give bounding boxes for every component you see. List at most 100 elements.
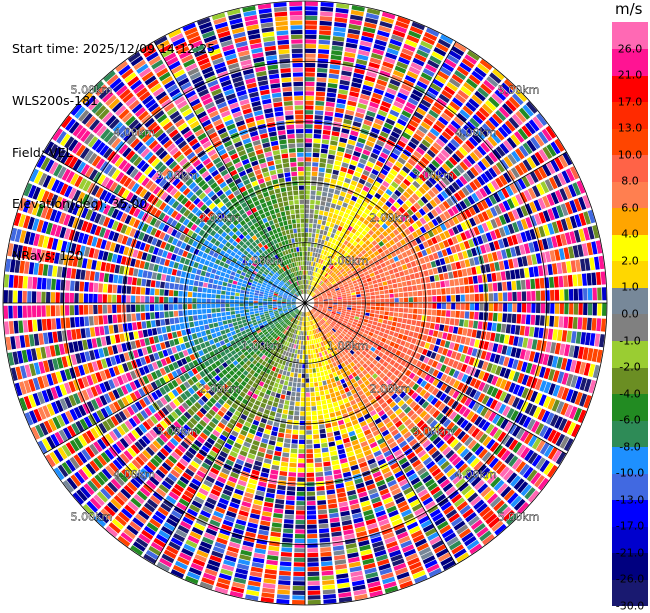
range-gate [481,233,488,243]
range-gate [305,25,317,30]
range-gate [307,316,309,322]
range-gate [524,449,535,462]
range-gate [443,85,456,96]
range-gate [368,369,375,376]
range-gate [355,482,365,489]
range-gate [496,323,502,333]
range-gate [485,100,497,111]
range-gate [294,339,298,344]
range-gate [451,303,456,310]
range-gate [348,272,354,277]
range-gate [349,460,358,467]
range-gate [310,281,313,286]
range-gate [305,133,313,138]
range-gate [346,293,351,296]
range-gate [294,411,300,416]
range-gate [348,344,354,349]
range-gate [528,404,538,417]
range-gate [419,257,426,264]
range-gate [324,475,333,481]
range-gate [502,292,508,302]
range-gate [477,393,486,403]
range-gate [328,212,334,218]
range-gate [361,376,367,383]
range-gate [459,286,465,294]
range-gate [322,579,335,585]
range-gate [458,146,468,157]
range-gate [321,325,326,330]
range-gate [382,375,389,382]
range-gate [366,256,372,262]
range-gate [368,527,380,535]
range-gate [382,266,388,272]
range-gate [507,236,514,247]
range-gate [461,374,469,383]
range-gate [327,282,332,287]
range-gate [322,284,327,288]
range-gate [385,160,394,168]
range-gate [307,571,320,577]
range-gate [356,258,362,264]
range-gate [372,321,378,326]
range-gate [326,349,331,354]
range-gate [339,458,348,464]
range-gate [394,420,403,428]
range-gate [359,133,368,140]
range-gate [345,314,350,317]
range-gate [381,223,388,230]
range-gate [380,390,387,398]
range-gate [314,386,319,392]
range-gate [527,452,538,465]
range-gate [323,598,337,604]
range-gate [574,360,582,374]
range-gate [564,303,569,315]
range-gate [306,472,315,477]
range-gate [321,330,326,335]
range-gate [350,130,359,137]
range-gate [341,356,347,362]
range-gate [375,376,382,383]
range-gate [305,237,308,242]
range-gate [339,326,345,330]
range-gate [378,398,385,405]
range-gate [490,132,502,144]
range-gate [457,430,466,441]
range-gate [495,146,506,157]
range-gate [388,246,394,253]
range-gate [359,328,365,333]
range-gate [375,510,386,518]
range-gate [508,335,515,346]
range-gate [310,285,313,290]
range-gate [300,312,303,317]
range-gate [389,359,396,366]
range-gate [398,535,411,544]
range-gate [455,286,460,294]
range-gate [521,175,531,188]
range-gate [335,360,341,366]
range-gate [330,271,335,277]
range-gate [257,426,265,433]
range-gate [342,308,347,312]
range-gate [277,437,284,443]
range-gate [447,208,455,217]
range-gate [319,288,324,292]
range-gate [323,295,328,298]
range-gate [370,346,376,352]
range-gate [319,386,324,391]
range-gate [303,312,304,317]
range-gate [391,336,397,343]
range-gate [271,464,280,471]
range-gate [263,393,270,400]
range-gate [322,191,328,197]
range-gate [338,318,344,322]
range-gate [497,313,503,322]
range-gate [347,552,359,559]
range-gate [287,386,292,391]
range-gate [366,265,372,271]
range-gate [428,163,437,172]
range-gate [321,351,326,357]
range-gate [540,290,546,301]
range-gate [346,242,352,248]
range-gate [387,279,392,285]
range-gate [473,320,479,329]
